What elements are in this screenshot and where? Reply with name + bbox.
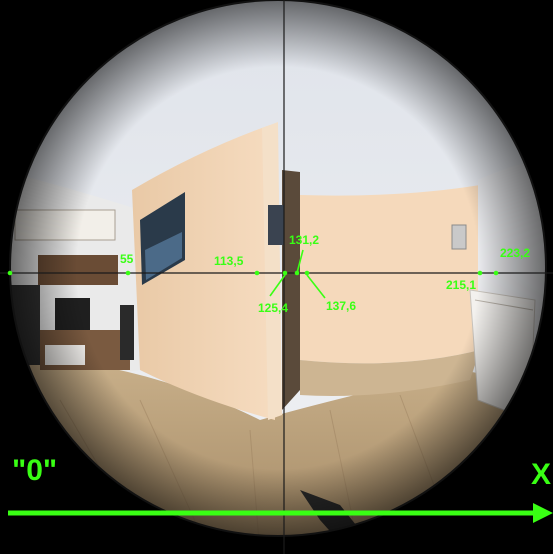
leader-137: [306, 274, 326, 299]
marker-dot: [254, 270, 260, 276]
leader-lines: [269, 249, 326, 299]
marker-dots: [7, 270, 499, 276]
marker-dot: [304, 270, 310, 276]
leader-125: [269, 274, 286, 297]
measurement-label-113: 113,5: [214, 254, 244, 268]
x-axis: "0" X: [8, 454, 553, 523]
measurement-label-215: 215,1: [446, 278, 476, 292]
marker-dot: [125, 270, 131, 276]
measurement-label-55: 55: [120, 252, 134, 266]
x-axis-label: X: [531, 458, 551, 491]
measurement-label-137: 137,6: [326, 299, 356, 313]
origin-label: "0": [12, 454, 57, 487]
marker-dot: [282, 270, 288, 276]
marker-dot: [493, 270, 499, 276]
measurement-label-223: 223,2: [500, 246, 530, 260]
x-axis-arrowhead: [533, 503, 553, 523]
marker-dot: [7, 270, 13, 276]
measurement-label-125: 125,4: [258, 301, 288, 315]
marker-dot: [477, 270, 483, 276]
lens-rim: [9, 0, 547, 537]
leader-131: [296, 249, 304, 274]
measurement-label-131: 131,2: [289, 233, 319, 247]
